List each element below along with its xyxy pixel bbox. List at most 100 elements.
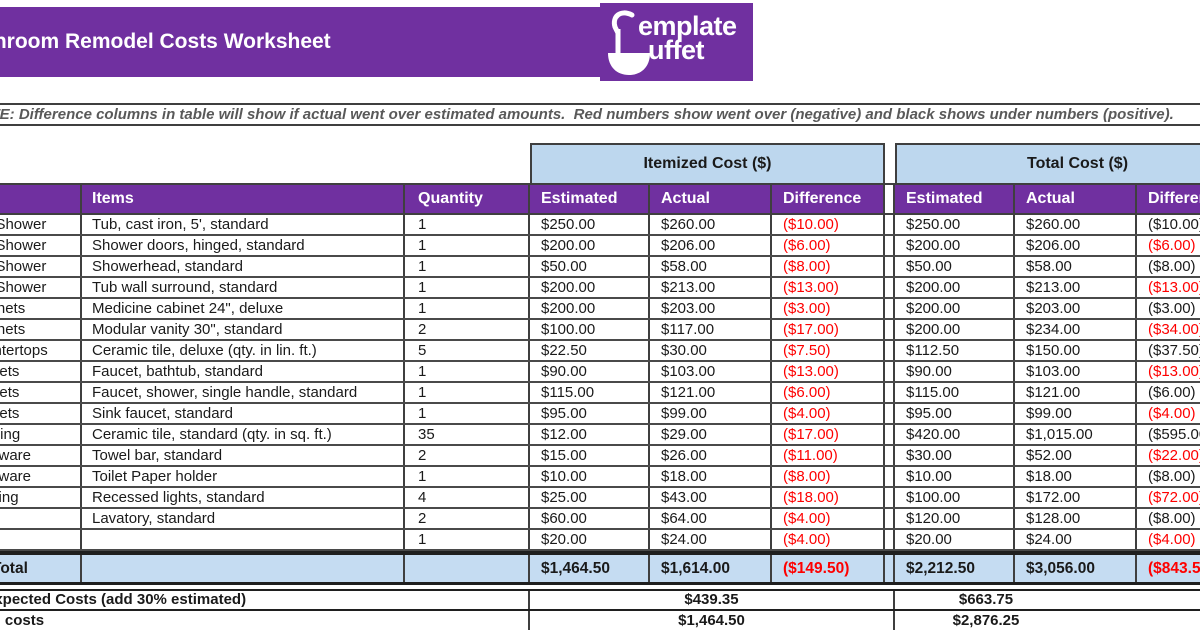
- itemized-actual-cell: $117.00: [650, 320, 772, 339]
- total-estimated-cell: $50.00: [895, 257, 1015, 276]
- quantity-cell: 5: [405, 341, 530, 360]
- item-cell: Toilet Paper holder: [82, 467, 405, 486]
- item-cell: Recessed lights, standard: [82, 488, 405, 507]
- table-row: Hardware Towel bar, standard 2 $15.00 $2…: [0, 446, 1200, 467]
- logo-text-line2: uffet: [648, 35, 704, 65]
- unexpected-costs-row: Unexpected Costs (add 30% estimated) $43…: [0, 589, 1200, 611]
- spacer-cell: [885, 530, 895, 549]
- spacer-cell: [885, 236, 895, 255]
- spacer-cell: [885, 383, 895, 402]
- item-rows: Tub/Shower Tub, cast iron, 5', standard …: [0, 215, 1200, 551]
- spacer-cell: [885, 278, 895, 297]
- itemized-difference-cell: ($4.00): [772, 404, 885, 423]
- total-total-difference: ($843.50): [1137, 555, 1200, 582]
- itemized-actual-cell: $29.00: [650, 425, 772, 444]
- note-banner: NOTE: Difference columns in table will s…: [0, 103, 1200, 126]
- table-row: Lavatory, standard 2 $60.00 $64.00 ($4.0…: [0, 509, 1200, 530]
- group-header-row: Itemized Cost ($) Total Cost ($): [0, 143, 1200, 183]
- table-row: Tub/Shower Tub, cast iron, 5', standard …: [0, 215, 1200, 236]
- unexpected-total-value: $663.75: [958, 591, 1014, 608]
- total-row-items-blank: [82, 555, 405, 582]
- total-difference-cell: ($6.00): [1137, 383, 1200, 402]
- itemized-estimated-cell: $90.00: [530, 362, 650, 381]
- itemized-difference-cell: ($10.00): [772, 215, 885, 234]
- quantity-cell: 1: [405, 257, 530, 276]
- total-itemized-estimated: $1,464.50: [530, 555, 650, 582]
- spacer-cell: [885, 555, 895, 582]
- itemized-difference-cell: ($3.00): [772, 299, 885, 318]
- quantity-cell: 1: [405, 467, 530, 486]
- quantity-cell: 4: [405, 488, 530, 507]
- total-actual-cell: $234.00: [1015, 320, 1137, 339]
- total-estimated-cell: $200.00: [895, 278, 1015, 297]
- spacer-cell: [885, 299, 895, 318]
- quantity-cell: 1: [405, 383, 530, 402]
- itemized-estimated-cell: $200.00: [530, 299, 650, 318]
- total-costs-total-value: $2,876.25: [952, 612, 1020, 629]
- total-actual-cell: $260.00: [1015, 215, 1137, 234]
- itemized-difference-cell: ($6.00): [772, 383, 885, 402]
- unexpected-itemized-value: $439.35: [530, 591, 895, 609]
- total-estimated-cell: $200.00: [895, 320, 1015, 339]
- itemized-actual-cell: $213.00: [650, 278, 772, 297]
- itemized-estimated-cell: $50.00: [530, 257, 650, 276]
- quantity-cell: 2: [405, 446, 530, 465]
- category-cell: [0, 530, 82, 549]
- itemized-difference-cell: ($17.00): [772, 425, 885, 444]
- category-cell: Faucets: [0, 383, 82, 402]
- itemized-difference-cell: ($8.00): [772, 257, 885, 276]
- category-cell: Tub/Shower: [0, 215, 82, 234]
- itemized-estimated-cell: $60.00: [530, 509, 650, 528]
- item-cell: Showerhead, standard: [82, 257, 405, 276]
- total-difference-cell: ($34.00): [1137, 320, 1200, 339]
- total-difference-cell: ($4.00): [1137, 530, 1200, 549]
- itemized-difference-cell: ($17.00): [772, 320, 885, 339]
- column-header-row: Items Quantity Estimated Actual Differen…: [0, 183, 1200, 215]
- unexpected-costs-label: Unexpected Costs (add 30% estimated): [0, 591, 530, 609]
- itemized-cost-group-header: Itemized Cost ($): [530, 143, 885, 183]
- total-estimated-cell: $200.00: [895, 299, 1015, 318]
- item-cell: Faucet, shower, single handle, standard: [82, 383, 405, 402]
- category-cell: Faucets: [0, 362, 82, 381]
- total-estimated-cell: $115.00: [895, 383, 1015, 402]
- quantity-cell: 1: [405, 299, 530, 318]
- category-cell: Cabinets: [0, 320, 82, 339]
- itemized-difference-cell: ($13.00): [772, 362, 885, 381]
- spacer-cell: [885, 404, 895, 423]
- total-estimated-header: Estimated: [895, 185, 1015, 213]
- quantity-cell: 2: [405, 320, 530, 339]
- quantity-cell: 2: [405, 509, 530, 528]
- itemized-actual-cell: $43.00: [650, 488, 772, 507]
- total-actual-cell: $206.00: [1015, 236, 1137, 255]
- itemized-estimated-cell: $20.00: [530, 530, 650, 549]
- quantity-cell: 1: [405, 215, 530, 234]
- itemized-estimated-cell: $22.50: [530, 341, 650, 360]
- itemized-actual-cell: $99.00: [650, 404, 772, 423]
- itemized-actual-cell: $203.00: [650, 299, 772, 318]
- total-row-label: Total: [0, 555, 82, 582]
- category-cell: Lighting: [0, 488, 82, 507]
- total-difference-cell: ($13.00): [1137, 362, 1200, 381]
- itemized-actual-cell: $64.00: [650, 509, 772, 528]
- total-difference-cell: ($6.00): [1137, 236, 1200, 255]
- note-text: NOTE: Difference columns in table will s…: [0, 106, 1174, 123]
- itemized-actual-cell: $121.00: [650, 383, 772, 402]
- total-actual-cell: $24.00: [1015, 530, 1137, 549]
- group-header-blank: [0, 143, 530, 183]
- item-cell: Lavatory, standard: [82, 509, 405, 528]
- total-total-actual: $3,056.00: [1015, 555, 1137, 582]
- total-estimated-cell: $90.00: [895, 362, 1015, 381]
- itemized-difference-cell: ($6.00): [772, 236, 885, 255]
- itemized-estimated-cell: $250.00: [530, 215, 650, 234]
- spacer-cell: [885, 467, 895, 486]
- total-actual-header: Actual: [1015, 185, 1137, 213]
- itemized-estimated-cell: $115.00: [530, 383, 650, 402]
- table-row: Tub/Shower Showerhead, standard 1 $50.00…: [0, 257, 1200, 278]
- spacer-cell: [885, 488, 895, 507]
- total-difference-cell: ($8.00): [1137, 509, 1200, 528]
- item-cell: Modular vanity 30", standard: [82, 320, 405, 339]
- total-actual-cell: $203.00: [1015, 299, 1137, 318]
- costs-table: Itemized Cost ($) Total Cost ($) Items Q…: [0, 143, 1200, 630]
- itemized-actual-cell: $30.00: [650, 341, 772, 360]
- itemized-estimated-cell: $12.00: [530, 425, 650, 444]
